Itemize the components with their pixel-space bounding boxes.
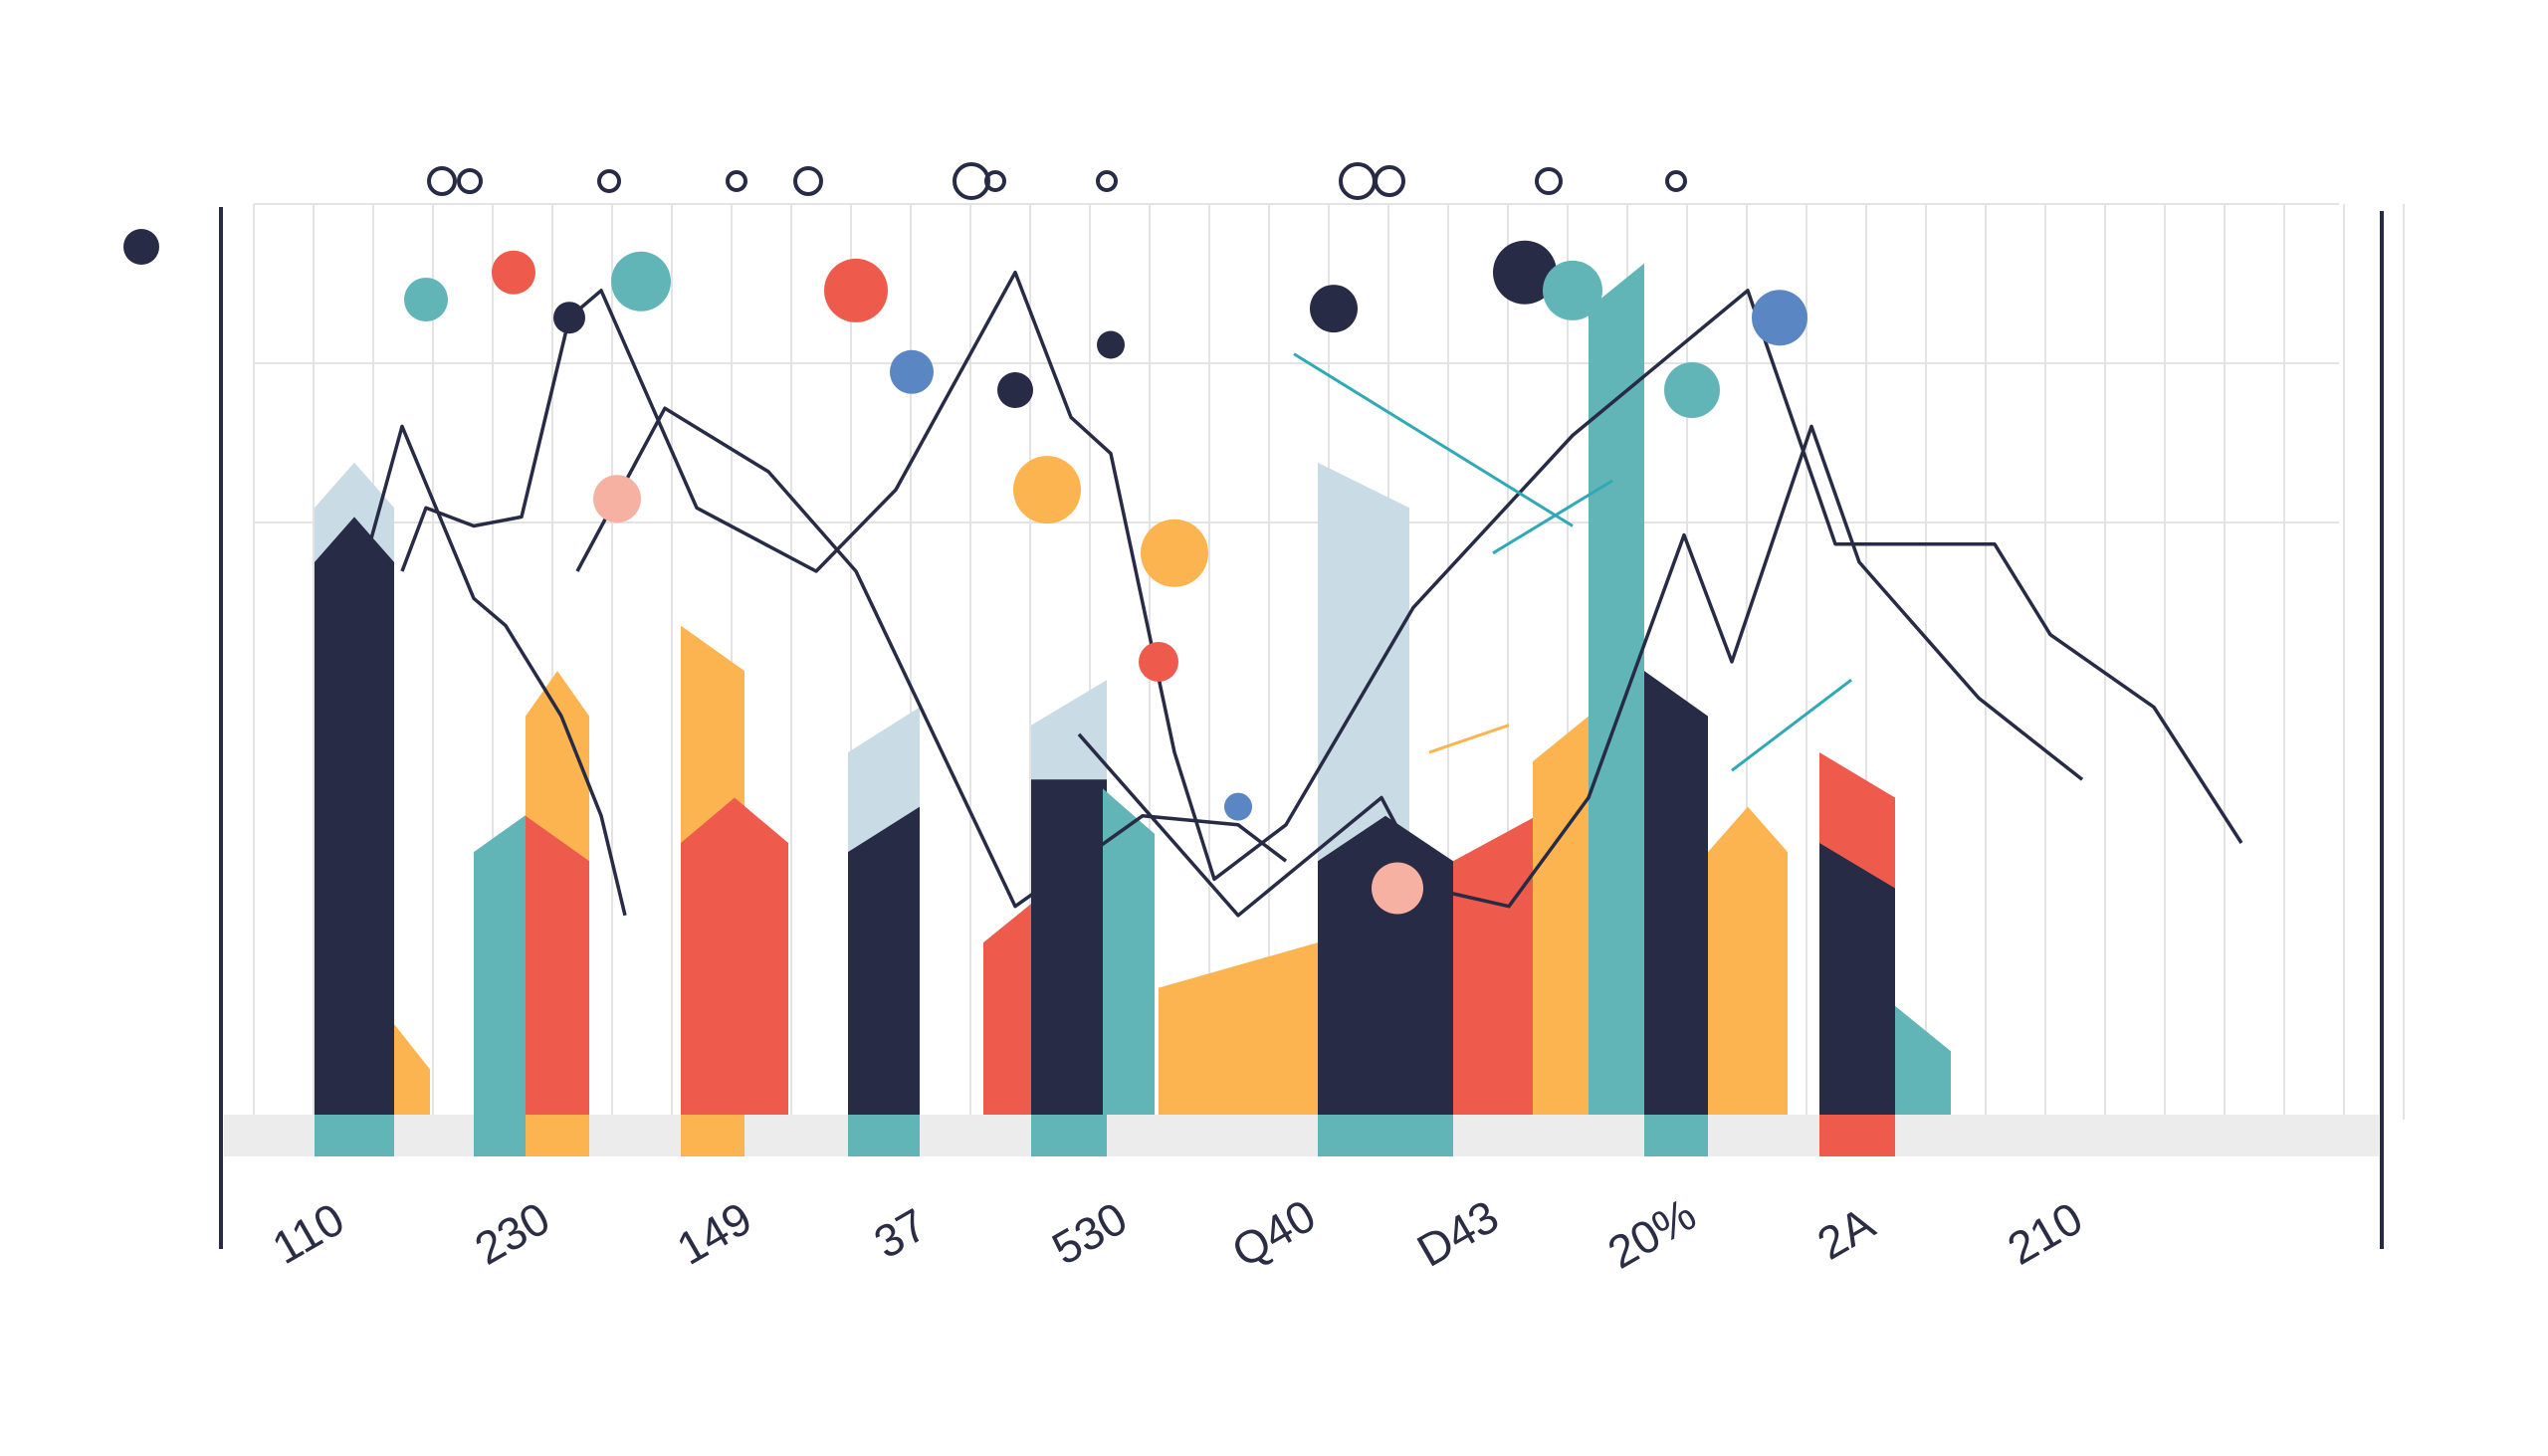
x-tick-label: 530: [1043, 1191, 1135, 1274]
bar: [1103, 788, 1155, 1115]
baseline-segment: [1644, 1115, 1708, 1156]
top-marker-circle: [1665, 170, 1687, 192]
baseline-segment: [1819, 1115, 1895, 1156]
data-point: [1097, 330, 1125, 359]
x-tick-label: 210: [1999, 1191, 2090, 1274]
data-point: [404, 278, 448, 321]
top-marker-circle: [1096, 170, 1118, 192]
data-point: [1752, 290, 1807, 346]
data-point: [997, 372, 1033, 408]
axes: [219, 207, 2384, 1249]
x-tick-label: 110: [264, 1192, 353, 1274]
top-marker-circle: [427, 166, 457, 196]
series-line: [400, 270, 2243, 882]
baseline-track: [224, 1115, 2379, 1156]
data-point: [492, 250, 535, 295]
top-marker-circle: [457, 168, 483, 194]
top-marker-circle: [1339, 162, 1377, 200]
data-point: [1543, 260, 1602, 320]
bar: [848, 806, 920, 1115]
x-tick-labels: 110 230 149 37 530 Q40 D43 20% 2A 210: [264, 1188, 2091, 1279]
data-point: [1013, 456, 1081, 524]
x-tick-label: D43: [1408, 1190, 1507, 1277]
baseline-segment: [1318, 1115, 1453, 1156]
bar: [315, 517, 394, 1115]
left-marker-dot: [123, 229, 159, 265]
accent-line: [1492, 479, 1613, 555]
top-marker-circle: [953, 162, 990, 200]
data-point: [1139, 642, 1178, 682]
bar: [983, 897, 1039, 1115]
series-line: [360, 424, 627, 917]
data-point: [1310, 285, 1358, 333]
series-line: [575, 406, 1288, 909]
x-tick-label: 2A: [1808, 1196, 1883, 1269]
top-marker-circle: [1374, 165, 1405, 197]
baseline-segment: [1031, 1115, 1107, 1156]
bar: [1708, 806, 1788, 1115]
x-tick-label: Q40: [1223, 1189, 1324, 1278]
series-lines: [360, 270, 2243, 918]
top-marker-circle: [793, 166, 823, 196]
top-marker-circle: [726, 170, 747, 192]
bar: [1895, 1005, 1951, 1115]
data-point: [890, 349, 934, 394]
bars: [315, 263, 1951, 1116]
data-point: [1372, 862, 1423, 915]
x-tick-label: 20%: [1599, 1188, 1705, 1279]
top-marker-circles: [123, 162, 1687, 265]
data-point: [824, 258, 888, 322]
bar: [394, 1024, 430, 1115]
bar: [1031, 779, 1107, 1115]
data-points: [404, 240, 1807, 915]
top-marker-circle: [1535, 167, 1563, 195]
baseline-segment: [848, 1115, 920, 1156]
bar: [1453, 815, 1537, 1115]
bar: [1533, 716, 1589, 1115]
bar: [1644, 671, 1708, 1115]
accent-line: [1293, 352, 1574, 527]
series-line: [1077, 424, 2084, 918]
bar: [681, 797, 788, 1115]
baseline-segment: [474, 1115, 526, 1156]
x-tick-label: 37: [865, 1198, 935, 1269]
top-marker-circle: [597, 169, 621, 193]
data-point: [611, 251, 671, 312]
x-tick-label: 230: [466, 1191, 557, 1274]
bar: [1159, 942, 1318, 1115]
x-tick-label: 149: [668, 1191, 759, 1274]
accent-line: [1731, 679, 1852, 772]
accent-lines: [1293, 352, 1852, 772]
bar: [474, 806, 537, 1115]
baseline-segment: [681, 1115, 744, 1156]
data-point: [1224, 792, 1252, 821]
baseline-segment: [526, 1115, 589, 1156]
bar: [1819, 843, 1895, 1115]
data-point: [593, 475, 641, 523]
bar: [1589, 263, 1644, 1116]
data-point: [553, 302, 585, 334]
data-point: [1664, 362, 1720, 418]
bar: [526, 815, 589, 1115]
bar: [1318, 815, 1453, 1115]
data-point: [1141, 519, 1208, 587]
top-marker-circle: [984, 170, 1006, 192]
data-point: [1493, 240, 1557, 305]
baseline-segment: [315, 1115, 394, 1156]
accent-line: [1428, 724, 1510, 754]
